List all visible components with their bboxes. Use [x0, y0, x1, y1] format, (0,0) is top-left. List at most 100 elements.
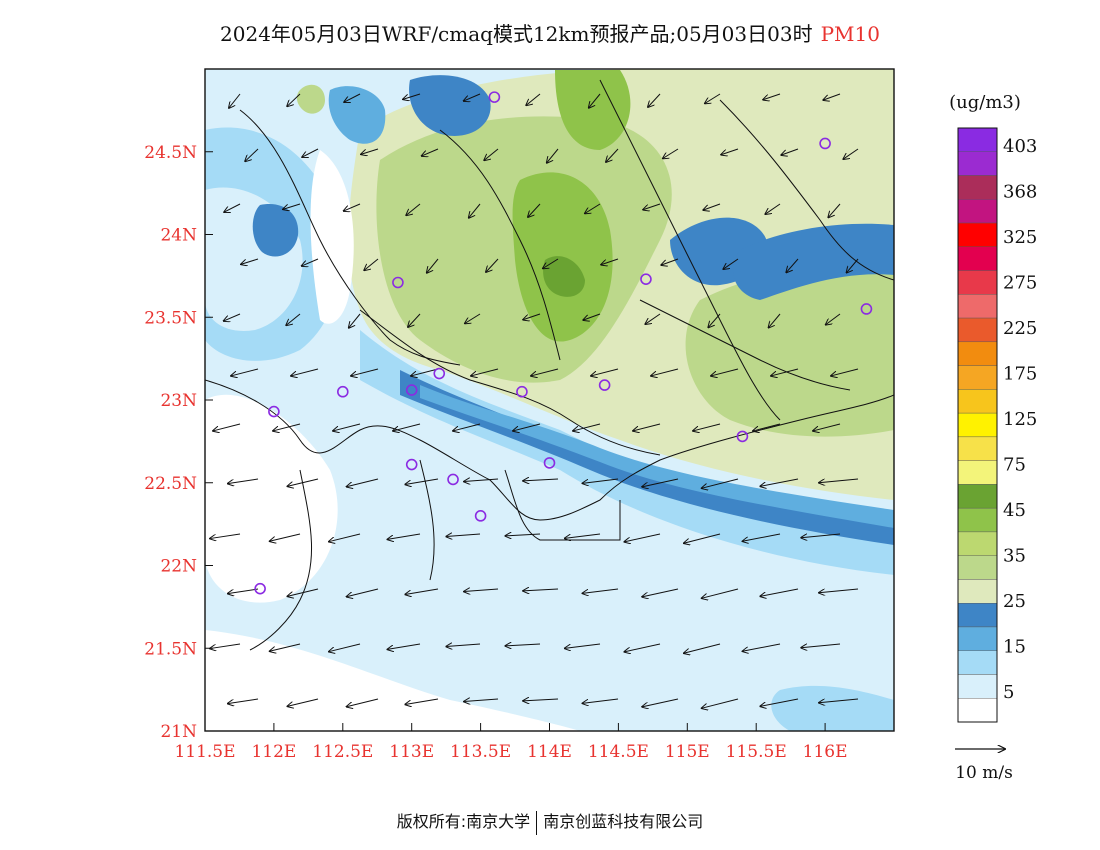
wind-vector: [711, 368, 739, 376]
colorbar-cell: [957, 650, 998, 675]
wind-vector: [721, 148, 739, 155]
wind-vector: [484, 148, 499, 160]
wind-vector: [361, 148, 379, 154]
wind-vector: [684, 533, 721, 543]
wind-vector: [828, 203, 841, 218]
wind-vector: [346, 588, 379, 597]
wind-vector: [408, 313, 421, 327]
wind-vector: [565, 643, 601, 648]
colorbar-cell: [957, 626, 998, 651]
wind-vector: [523, 313, 541, 320]
wind-vector: [446, 644, 481, 647]
wind-vector: [573, 423, 601, 431]
wind-vector: [228, 698, 259, 704]
copyright-footer: 版权所有:南京大学 南京创蓝科技有限公司: [0, 808, 1100, 835]
wind-vector: [287, 478, 319, 486]
wind-vector: [349, 313, 361, 328]
wind-vector: [701, 698, 739, 708]
wind-vector: [663, 148, 679, 159]
station-marker: [488, 91, 501, 103]
wind-vector: [329, 643, 361, 652]
wind-vector: [393, 423, 421, 431]
colorbar-cell: [957, 127, 998, 152]
colorbar-cell: [957, 603, 998, 628]
wind-vector: [601, 258, 619, 265]
wind-vector: [742, 533, 781, 541]
wind-vector: [405, 478, 439, 484]
station-marker: [819, 137, 831, 150]
copyright-right: 南京创蓝科技有限公司: [543, 812, 704, 831]
boundary-lines: [205, 79, 894, 651]
wind-vector: [705, 93, 721, 104]
colorbar-cell: [957, 317, 998, 343]
colorbar-cell: [957, 389, 998, 414]
wind-vector: [826, 313, 841, 325]
wind-vector: [245, 148, 259, 161]
wind-vector: [463, 93, 481, 101]
wind-vector: [486, 258, 499, 272]
wind-vector: [701, 588, 739, 598]
wind-vector: [228, 478, 259, 484]
y-tick-label: 21.5N: [144, 639, 197, 659]
x-tick-label: 113.5E: [450, 742, 511, 762]
colorbar-cell: [957, 270, 998, 295]
wind-vector: [642, 588, 679, 597]
wind-vector: [543, 258, 559, 269]
wind-vector: [771, 368, 799, 376]
wind-vector: [591, 368, 619, 376]
wind-vector: [283, 203, 301, 209]
wind-vector: [411, 368, 439, 376]
wind-vector: [642, 698, 679, 707]
colorbar-label: 5: [1003, 682, 1014, 703]
wind-vector: [526, 93, 541, 105]
wind-vector: [760, 588, 799, 596]
wind-vector: [351, 368, 379, 376]
wind-vector: [471, 368, 499, 376]
colorbar-label: 175: [1003, 364, 1037, 385]
colorbar-label: 15: [1003, 637, 1026, 658]
wind-vector: [781, 148, 799, 155]
colorbar-cell: [957, 698, 998, 723]
station-marker: [254, 582, 266, 595]
monitoring-stations: [254, 91, 873, 595]
wind-vector: [547, 148, 559, 163]
x-tick-label: 114E: [527, 742, 572, 762]
colorbar-cell: [957, 531, 998, 556]
colorbar-cell: [957, 222, 998, 247]
wind-vector: [453, 423, 481, 431]
wind-vector: [786, 258, 799, 273]
x-tick-label: 113E: [389, 742, 434, 762]
wind-vector: [819, 698, 859, 703]
wind-vector: [582, 698, 619, 703]
title-text: 2024年05月03日WRF/cmaq模式12km预报产品;05月03日03时: [220, 22, 813, 46]
pollutant-label: PM10: [820, 22, 880, 46]
wind-vector: [693, 423, 721, 431]
wind-vector: [505, 644, 541, 646]
colorbar-cell: [957, 555, 998, 580]
concentration-field: [205, 69, 894, 731]
wind-vector: [329, 533, 361, 542]
wind-vector: [469, 203, 481, 218]
wind-vector: [224, 203, 241, 212]
wind-vector: [843, 148, 859, 159]
x-tick-label: 114.5E: [588, 742, 649, 762]
wind-legend: 10 m/s: [955, 749, 1013, 783]
station-marker: [447, 473, 459, 486]
wind-vector: [523, 699, 559, 701]
colorbar-cell: [957, 460, 998, 485]
wind-vector: [231, 368, 259, 376]
colorbar: (ug/m3) 403 368 325 275 225 175 125 75 45 35 25 15 5: [949, 92, 1037, 723]
y-tick-label: 22N: [160, 557, 197, 577]
wind-vector: [344, 93, 361, 102]
wind-vector: [624, 643, 661, 652]
wind-vector: [405, 698, 439, 704]
colorbar-label: 45: [1003, 500, 1026, 521]
x-tick-label: 115.5E: [726, 742, 787, 762]
wind-vector: [642, 478, 679, 487]
wind-vector: [427, 258, 439, 273]
y-tick-label: 23N: [160, 391, 197, 411]
wind-vector: [387, 533, 421, 539]
station-marker: [405, 384, 418, 396]
wind-vector: [421, 148, 439, 156]
